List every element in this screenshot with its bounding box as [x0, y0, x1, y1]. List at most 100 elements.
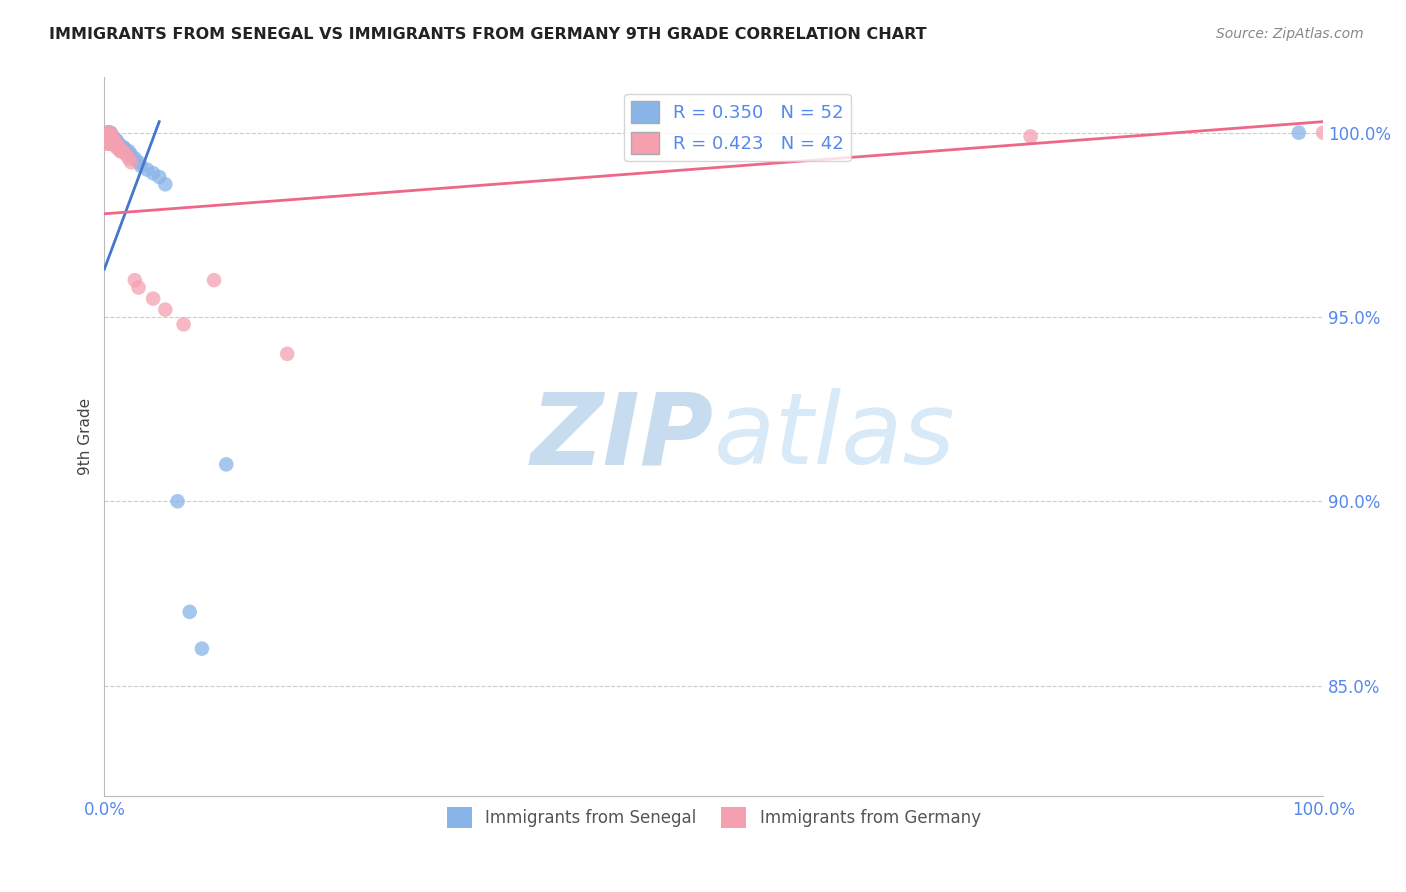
- Point: [97, 126, 120, 140]
- Point: [94, 129, 117, 144]
- Point: [96, 129, 118, 144]
- Point: [100, 126, 122, 140]
- Point: [110, 144, 132, 158]
- Point: [124, 152, 146, 166]
- Point: [179, 605, 201, 619]
- Point: [103, 133, 125, 147]
- Point: [97, 126, 120, 140]
- Point: [129, 159, 152, 173]
- Point: [120, 148, 142, 162]
- Point: [97, 129, 120, 144]
- Text: atlas: atlas: [714, 388, 956, 485]
- Point: [100, 136, 122, 151]
- Point: [105, 140, 128, 154]
- Point: [100, 129, 122, 144]
- Text: IMMIGRANTS FROM SENEGAL VS IMMIGRANTS FROM GERMANY 9TH GRADE CORRELATION CHART: IMMIGRANTS FROM SENEGAL VS IMMIGRANTS FR…: [49, 27, 927, 42]
- Point: [104, 133, 127, 147]
- Point: [107, 136, 129, 151]
- Point: [276, 347, 298, 361]
- Point: [100, 133, 122, 147]
- Point: [105, 133, 128, 147]
- Point: [118, 152, 141, 166]
- Point: [1019, 129, 1042, 144]
- Point: [101, 133, 124, 147]
- Point: [111, 140, 134, 154]
- Point: [98, 129, 121, 144]
- Point: [96, 129, 118, 144]
- Y-axis label: 9th Grade: 9th Grade: [79, 398, 93, 475]
- Point: [97, 129, 120, 144]
- Point: [101, 129, 124, 144]
- Point: [120, 155, 142, 169]
- Point: [107, 140, 129, 154]
- Point: [96, 126, 118, 140]
- Point: [98, 126, 121, 140]
- Point: [155, 302, 177, 317]
- Point: [101, 136, 124, 151]
- Point: [100, 126, 122, 140]
- Point: [94, 133, 117, 147]
- Point: [100, 129, 122, 144]
- Point: [142, 166, 165, 180]
- Point: [100, 136, 122, 151]
- Point: [155, 178, 177, 192]
- Point: [104, 136, 127, 151]
- Point: [100, 129, 122, 144]
- Point: [215, 458, 238, 472]
- Point: [100, 133, 122, 147]
- Point: [97, 129, 120, 144]
- Point: [124, 273, 146, 287]
- Point: [202, 273, 225, 287]
- Text: Source: ZipAtlas.com: Source: ZipAtlas.com: [1216, 27, 1364, 41]
- Point: [98, 129, 121, 144]
- Point: [97, 129, 120, 144]
- Legend: Immigrants from Senegal, Immigrants from Germany: Immigrants from Senegal, Immigrants from…: [440, 801, 987, 835]
- Point: [100, 133, 122, 147]
- Point: [112, 140, 135, 154]
- Point: [110, 140, 132, 154]
- Point: [97, 126, 120, 140]
- Point: [104, 136, 127, 151]
- Point: [108, 136, 131, 151]
- Point: [103, 136, 125, 151]
- Point: [97, 129, 120, 144]
- Point: [98, 136, 121, 151]
- Point: [94, 129, 117, 144]
- Point: [100, 129, 122, 144]
- Point: [166, 494, 188, 508]
- Point: [142, 292, 165, 306]
- Point: [191, 641, 214, 656]
- Point: [105, 136, 128, 151]
- Point: [96, 133, 118, 147]
- Point: [115, 148, 138, 162]
- Point: [98, 133, 121, 147]
- Point: [108, 140, 131, 154]
- Point: [115, 144, 138, 158]
- Point: [96, 129, 118, 144]
- Point: [128, 280, 150, 294]
- Point: [128, 155, 150, 169]
- Point: [111, 144, 134, 158]
- Point: [110, 140, 132, 154]
- Point: [105, 136, 128, 151]
- Point: [148, 169, 170, 184]
- Point: [103, 136, 125, 151]
- Text: ZIP: ZIP: [530, 388, 714, 485]
- Point: [100, 133, 122, 147]
- Point: [98, 133, 121, 147]
- Point: [118, 144, 141, 158]
- Point: [100, 133, 122, 147]
- Point: [97, 136, 120, 151]
- Point: [103, 133, 125, 147]
- Point: [1288, 126, 1310, 140]
- Point: [136, 162, 159, 177]
- Point: [98, 129, 121, 144]
- Point: [173, 318, 195, 332]
- Point: [101, 136, 124, 151]
- Point: [97, 133, 120, 147]
- Point: [100, 129, 122, 144]
- Point: [101, 133, 124, 147]
- Point: [100, 136, 122, 151]
- Point: [110, 144, 132, 158]
- Point: [1312, 126, 1334, 140]
